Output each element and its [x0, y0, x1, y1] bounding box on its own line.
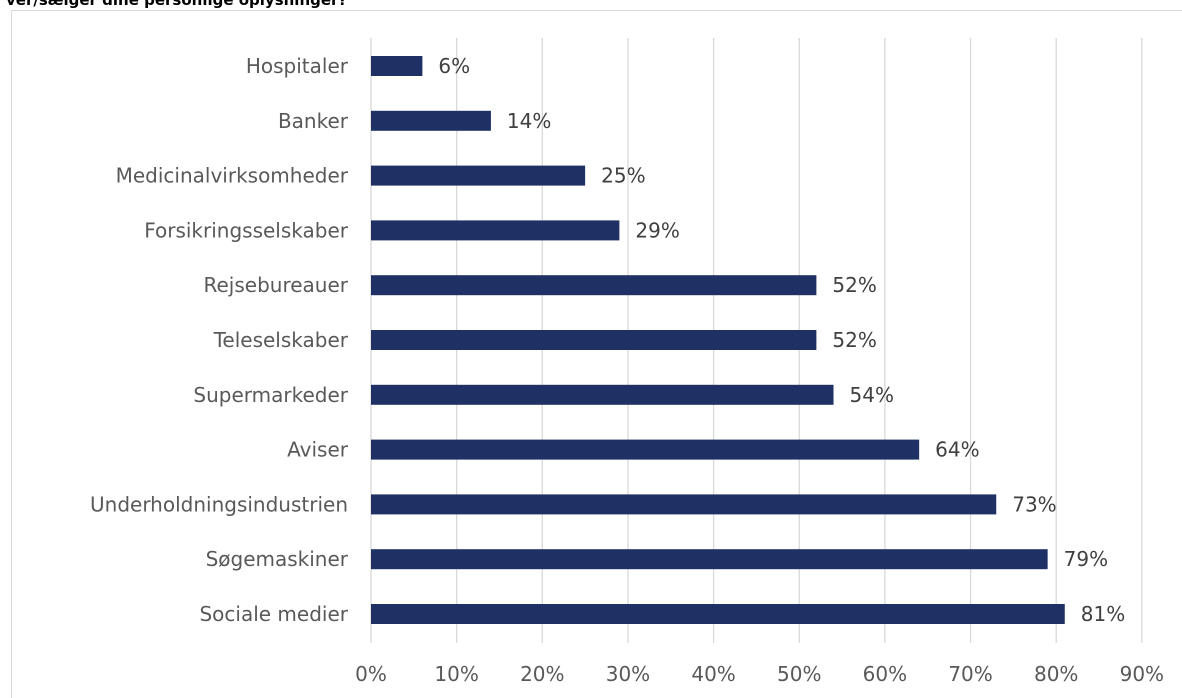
x-tick-label: 30%: [606, 662, 650, 686]
category-label: Hospitaler: [246, 54, 349, 78]
bar: [371, 275, 817, 296]
x-tick-label: 60%: [863, 662, 907, 686]
data-label: 25%: [601, 164, 645, 188]
data-label: 81%: [1081, 602, 1125, 626]
data-label: 73%: [1012, 492, 1056, 516]
chart-title: ver/sælger dine personlige oplysninger?: [6, 0, 348, 9]
x-tick-label: 70%: [948, 662, 992, 686]
bar: [371, 604, 1065, 624]
category-label: Supermarkeder: [193, 383, 348, 407]
bar-layer: [371, 56, 1065, 624]
x-tick-label: 0%: [355, 662, 387, 686]
data-label: 52%: [832, 328, 876, 352]
category-label: Underholdningsindustrien: [90, 492, 348, 516]
data-label: 64%: [935, 438, 979, 462]
data-label: 54%: [850, 383, 894, 407]
bar: [371, 384, 834, 405]
category-label: Sociale medier: [199, 602, 348, 626]
x-tick-label: 20%: [520, 662, 564, 686]
bar: [371, 439, 920, 460]
x-tick-label: 90%: [1120, 662, 1164, 686]
x-tick-label: 10%: [434, 662, 478, 686]
x-tick-label: 80%: [1034, 662, 1078, 686]
x-tick-label: 50%: [777, 662, 821, 686]
bar: [371, 549, 1048, 570]
data-label: 52%: [832, 273, 876, 297]
category-label: Forsikringsselskaber: [144, 218, 349, 242]
bar: [371, 56, 423, 76]
data-label: 79%: [1064, 547, 1108, 571]
bar: [371, 165, 586, 186]
bar: [371, 110, 491, 131]
data-label: 6%: [438, 54, 470, 78]
category-label: Medicinalvirksomheder: [116, 164, 349, 188]
data-label: 14%: [507, 109, 551, 133]
label-layer: 0% 10% 20% 30% 40% 50% 60% 70% 80% 90% Hospitaler 6…: [90, 54, 1164, 686]
category-label: Banker: [278, 109, 349, 133]
chart-border: [11, 10, 1182, 698]
data-label: 29%: [635, 218, 679, 242]
bar: [371, 220, 620, 241]
bar: [371, 330, 817, 350]
category-label: Teleselskaber: [213, 328, 349, 352]
bar: [371, 494, 997, 515]
category-label: Rejsebureauer: [203, 273, 348, 297]
category-label: Søgemaskiner: [206, 547, 349, 571]
category-label: Aviser: [287, 438, 349, 462]
x-tick-label: 40%: [691, 662, 735, 686]
